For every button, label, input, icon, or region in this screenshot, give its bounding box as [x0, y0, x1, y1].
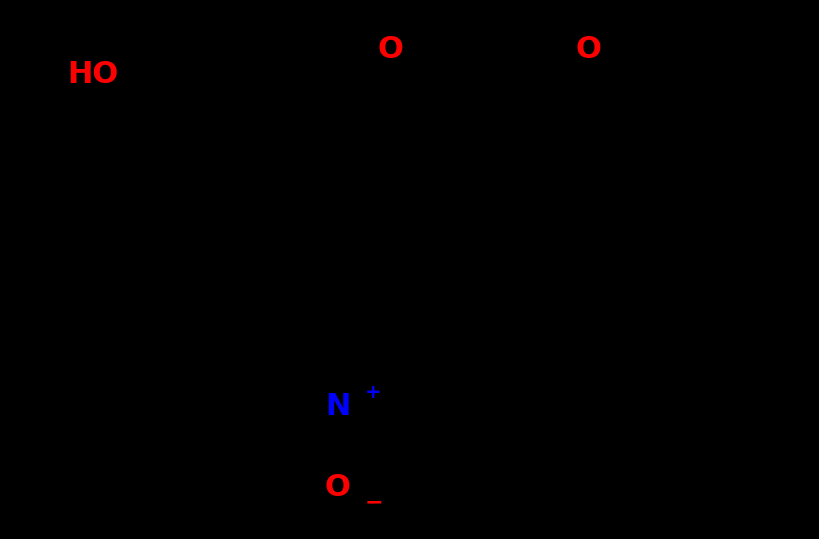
Text: +: + — [364, 383, 381, 402]
Text: HO: HO — [67, 60, 119, 89]
Text: O: O — [377, 35, 403, 64]
Text: N: N — [325, 392, 350, 421]
Text: O: O — [575, 35, 601, 64]
Text: O: O — [324, 473, 351, 502]
Text: −: − — [364, 492, 383, 513]
